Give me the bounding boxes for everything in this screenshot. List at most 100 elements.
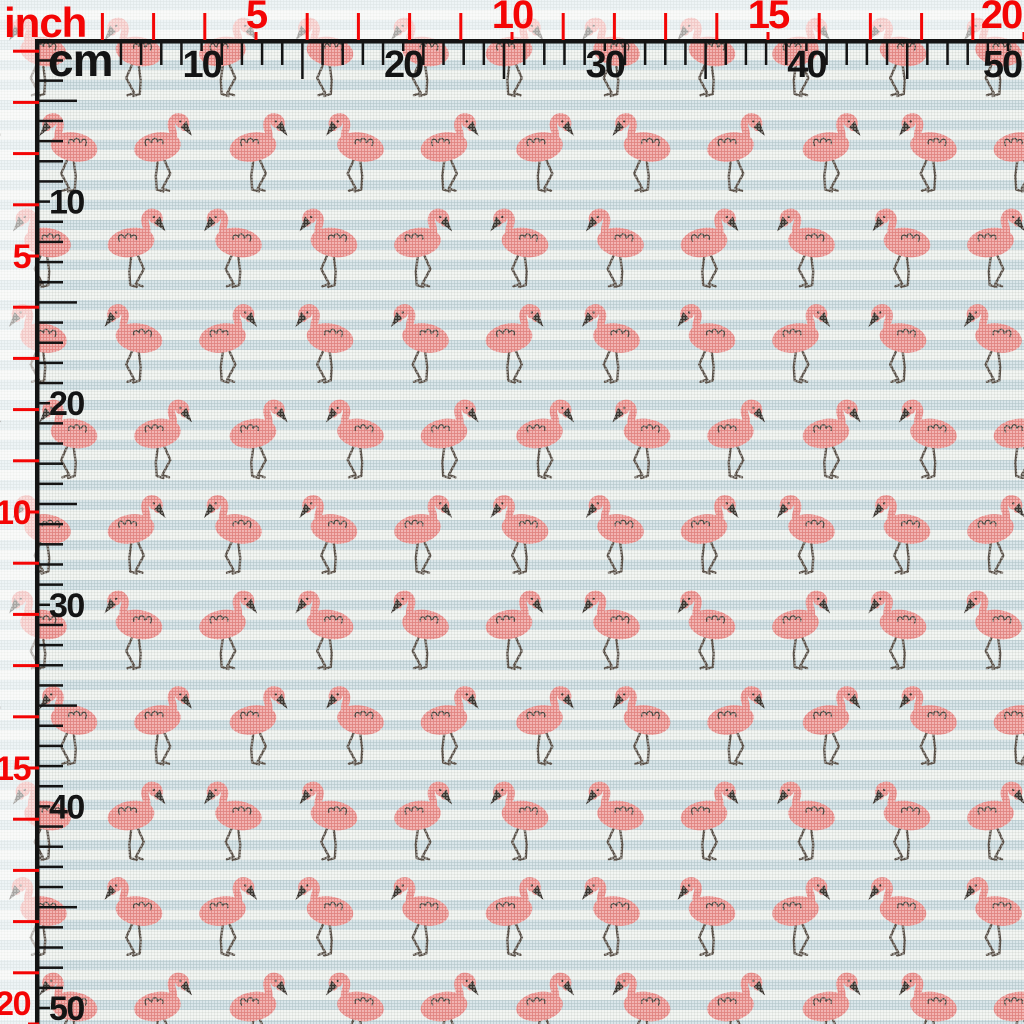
inch-tick bbox=[13, 305, 39, 309]
cm-tick bbox=[38, 280, 63, 284]
inch-tick bbox=[13, 612, 39, 616]
inch-tick bbox=[13, 49, 39, 53]
cm-tick bbox=[220, 43, 224, 65]
inch-tick bbox=[28, 254, 39, 258]
cm-label: 30 bbox=[49, 587, 84, 625]
cm-tick bbox=[38, 704, 77, 707]
cm-tick bbox=[240, 43, 244, 65]
cm-tick bbox=[200, 43, 203, 51]
cm-tick bbox=[462, 43, 465, 65]
left-ruler-line bbox=[35, 39, 40, 1024]
inch-tick bbox=[13, 356, 39, 360]
inch-tick bbox=[13, 152, 39, 156]
cm-tick bbox=[865, 43, 869, 65]
cm-label: 50 bbox=[983, 44, 1022, 86]
inch-label: 20 bbox=[0, 985, 31, 1023]
inch-tick bbox=[13, 715, 39, 719]
inch-tick bbox=[13, 100, 39, 104]
cm-tick bbox=[38, 220, 63, 224]
inch-tick bbox=[664, 13, 668, 40]
cm-tick bbox=[280, 43, 284, 65]
cm-tick bbox=[724, 43, 728, 65]
cm-tick bbox=[38, 563, 63, 566]
cm-label: 30 bbox=[586, 44, 625, 86]
cm-label: 20 bbox=[384, 44, 423, 86]
cm-tick bbox=[38, 583, 63, 586]
cm-tick bbox=[38, 905, 77, 909]
cm-tick bbox=[623, 43, 627, 65]
cm-tick bbox=[260, 43, 264, 65]
cm-tick bbox=[38, 825, 63, 828]
cm-tick bbox=[684, 43, 687, 65]
inch-label: 5 bbox=[246, 0, 268, 37]
cm-tick bbox=[38, 442, 63, 445]
cm-tick bbox=[38, 381, 63, 385]
cm-tick bbox=[543, 43, 546, 65]
cm-tick bbox=[160, 43, 163, 65]
inch-tick bbox=[459, 13, 463, 40]
cm-tick bbox=[38, 321, 63, 324]
cm-tick bbox=[38, 361, 63, 365]
cm-tick bbox=[885, 43, 889, 65]
cm-label: 40 bbox=[787, 44, 826, 86]
cm-tick bbox=[38, 341, 63, 344]
inch-tick bbox=[28, 766, 39, 770]
cm-tick bbox=[38, 845, 63, 848]
cm-label: 50 bbox=[49, 990, 84, 1024]
cm-tick bbox=[38, 502, 77, 506]
cm-tick bbox=[38, 59, 63, 62]
cm-tick bbox=[38, 240, 63, 244]
cm-tick bbox=[38, 986, 63, 990]
cm-tick bbox=[38, 1006, 50, 1010]
cm-tick bbox=[825, 43, 828, 65]
inch-tick bbox=[612, 13, 616, 40]
inch-tick bbox=[203, 13, 207, 40]
cm-label: 10 bbox=[182, 44, 221, 86]
cm-tick bbox=[38, 865, 63, 869]
cm-tick bbox=[926, 43, 929, 65]
cm-tick bbox=[119, 43, 123, 65]
inch-tick bbox=[13, 971, 39, 975]
cm-tick bbox=[986, 43, 990, 65]
cm-tick bbox=[38, 643, 63, 647]
cm-tick bbox=[361, 43, 365, 65]
inch-tick bbox=[254, 32, 258, 40]
inch-tick bbox=[305, 13, 309, 40]
inch-unit-label: inch bbox=[4, 0, 87, 46]
cm-tick bbox=[522, 43, 526, 65]
cm-tick bbox=[38, 966, 63, 969]
cm-tick bbox=[38, 623, 63, 627]
inch-tick bbox=[152, 13, 156, 40]
cm-tick bbox=[38, 885, 63, 889]
cm-tick bbox=[764, 43, 768, 65]
inch-tick bbox=[13, 664, 39, 668]
inch-tick bbox=[920, 13, 924, 40]
cm-tick bbox=[502, 43, 506, 79]
cm-tick bbox=[744, 43, 748, 65]
cm-tick bbox=[966, 43, 969, 65]
cm-label: 10 bbox=[49, 184, 84, 222]
cm-unit-label: cm bbox=[48, 34, 113, 86]
inch-tick bbox=[715, 13, 719, 40]
cm-tick bbox=[643, 43, 647, 65]
inch-tick bbox=[971, 13, 975, 40]
cm-tick bbox=[38, 180, 63, 183]
inch-tick bbox=[28, 510, 39, 514]
cm-tick bbox=[38, 522, 63, 526]
cm-tick bbox=[38, 139, 63, 143]
cm-tick bbox=[38, 301, 77, 304]
cm-tick bbox=[38, 724, 63, 728]
cm-tick bbox=[38, 784, 63, 788]
cm-tick bbox=[38, 260, 63, 264]
inch-label: 20 bbox=[981, 0, 1022, 37]
inch-label: 10 bbox=[492, 0, 533, 37]
cm-tick bbox=[905, 43, 909, 79]
cm-tick bbox=[664, 43, 667, 65]
cm-tick bbox=[1006, 43, 1010, 51]
cm-tick bbox=[442, 43, 445, 65]
inch-label: 5 bbox=[13, 238, 31, 276]
cm-tick bbox=[784, 43, 788, 65]
inch-tick bbox=[13, 920, 39, 924]
cm-tick bbox=[38, 664, 63, 667]
